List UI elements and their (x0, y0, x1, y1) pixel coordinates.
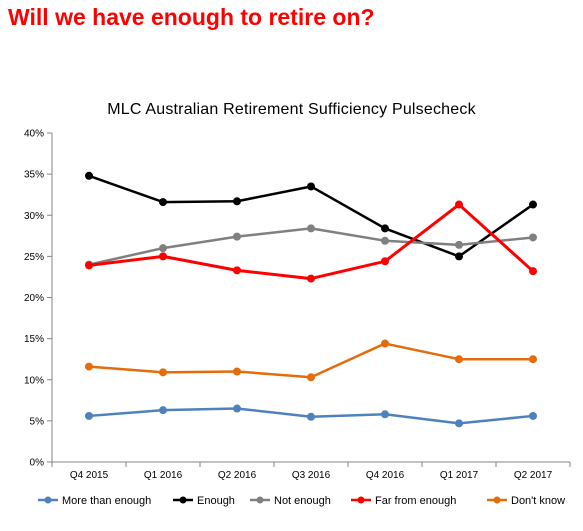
data-point (307, 182, 315, 191)
series-don-t-know (85, 339, 537, 382)
series-line (88, 342, 533, 379)
legend-label: Don't know (511, 495, 565, 507)
y-tick-label: 30% (24, 211, 44, 222)
data-point (307, 373, 315, 382)
data-point (307, 274, 315, 283)
y-tick-label: 10% (24, 375, 44, 386)
data-point (455, 355, 463, 364)
legend-marker (179, 496, 187, 504)
data-point (381, 410, 389, 419)
data-point (233, 367, 241, 376)
legend-marker (256, 496, 264, 504)
x-tick-label: Q1 2016 (144, 470, 183, 481)
data-point (381, 224, 389, 233)
legend-label: Enough (197, 495, 235, 507)
series-far-from-enough (85, 200, 537, 283)
data-point (529, 411, 537, 420)
x-tick-label: Q2 2016 (218, 470, 257, 481)
data-point (381, 339, 389, 348)
legend-item: Not enough (250, 495, 331, 507)
y-tick-label: 20% (24, 293, 44, 304)
chart-axes: 0% 5% 10% 15% 20% 25% 30% 35% 40% Q4 2015 Q1 2016 Q… (24, 129, 571, 481)
legend-marker (357, 496, 365, 504)
x-tick-label: Q4 2016 (366, 470, 405, 481)
data-point (455, 240, 463, 249)
legend-item: Enough (173, 495, 235, 507)
data-point (307, 412, 315, 421)
legend-item: Far from enough (351, 495, 456, 507)
legend-marker (44, 496, 52, 504)
y-tick-label: 5% (30, 416, 45, 427)
data-point (85, 362, 93, 371)
data-point (529, 200, 537, 209)
y-tick-label: 25% (24, 252, 44, 263)
series-enough (85, 171, 537, 261)
data-point (159, 198, 167, 207)
data-point (455, 252, 463, 261)
legend-marker (493, 496, 501, 504)
data-point (159, 368, 167, 377)
data-point (455, 200, 463, 209)
legend-label: Not enough (274, 495, 331, 507)
data-point (529, 233, 537, 242)
data-point (159, 252, 167, 261)
data-point (159, 244, 167, 253)
data-point (455, 419, 463, 428)
legend-label: More than enough (62, 495, 151, 507)
series-not-enough (85, 224, 537, 269)
data-point (159, 406, 167, 415)
y-tick-label: 0% (30, 458, 45, 469)
data-point (85, 261, 93, 270)
data-point (381, 257, 389, 266)
data-point (85, 411, 93, 420)
page-headline: Will we have enough to retire on? (8, 4, 375, 30)
series-layer (85, 171, 537, 428)
y-tick-label: 40% (24, 129, 44, 140)
series-more-than-enough (85, 404, 537, 428)
x-tick-label: Q3 2016 (292, 470, 331, 481)
x-tick-label: Q2 2017 (514, 470, 553, 481)
data-point (307, 224, 315, 233)
data-point (529, 355, 537, 364)
chart-title: MLC Australian Retirement Sufficiency Pu… (107, 101, 476, 118)
chart-legend: More than enough Enough Not enough Far from… (38, 495, 565, 507)
x-tick-label: Q4 2015 (70, 470, 109, 481)
legend-item: Don't know (487, 495, 565, 507)
data-point (85, 171, 93, 180)
y-tick-label: 35% (24, 170, 44, 181)
data-point (233, 197, 241, 206)
data-point (381, 236, 389, 245)
data-point (233, 404, 241, 413)
data-point (233, 232, 241, 241)
x-tick-label: Q1 2017 (440, 470, 479, 481)
legend-label: Far from enough (375, 495, 456, 507)
data-point (529, 267, 537, 276)
y-tick-label: 15% (24, 334, 44, 345)
series-line (88, 203, 535, 281)
series-line (88, 227, 534, 266)
data-point (233, 266, 241, 275)
legend-item: More than enough (38, 495, 151, 507)
